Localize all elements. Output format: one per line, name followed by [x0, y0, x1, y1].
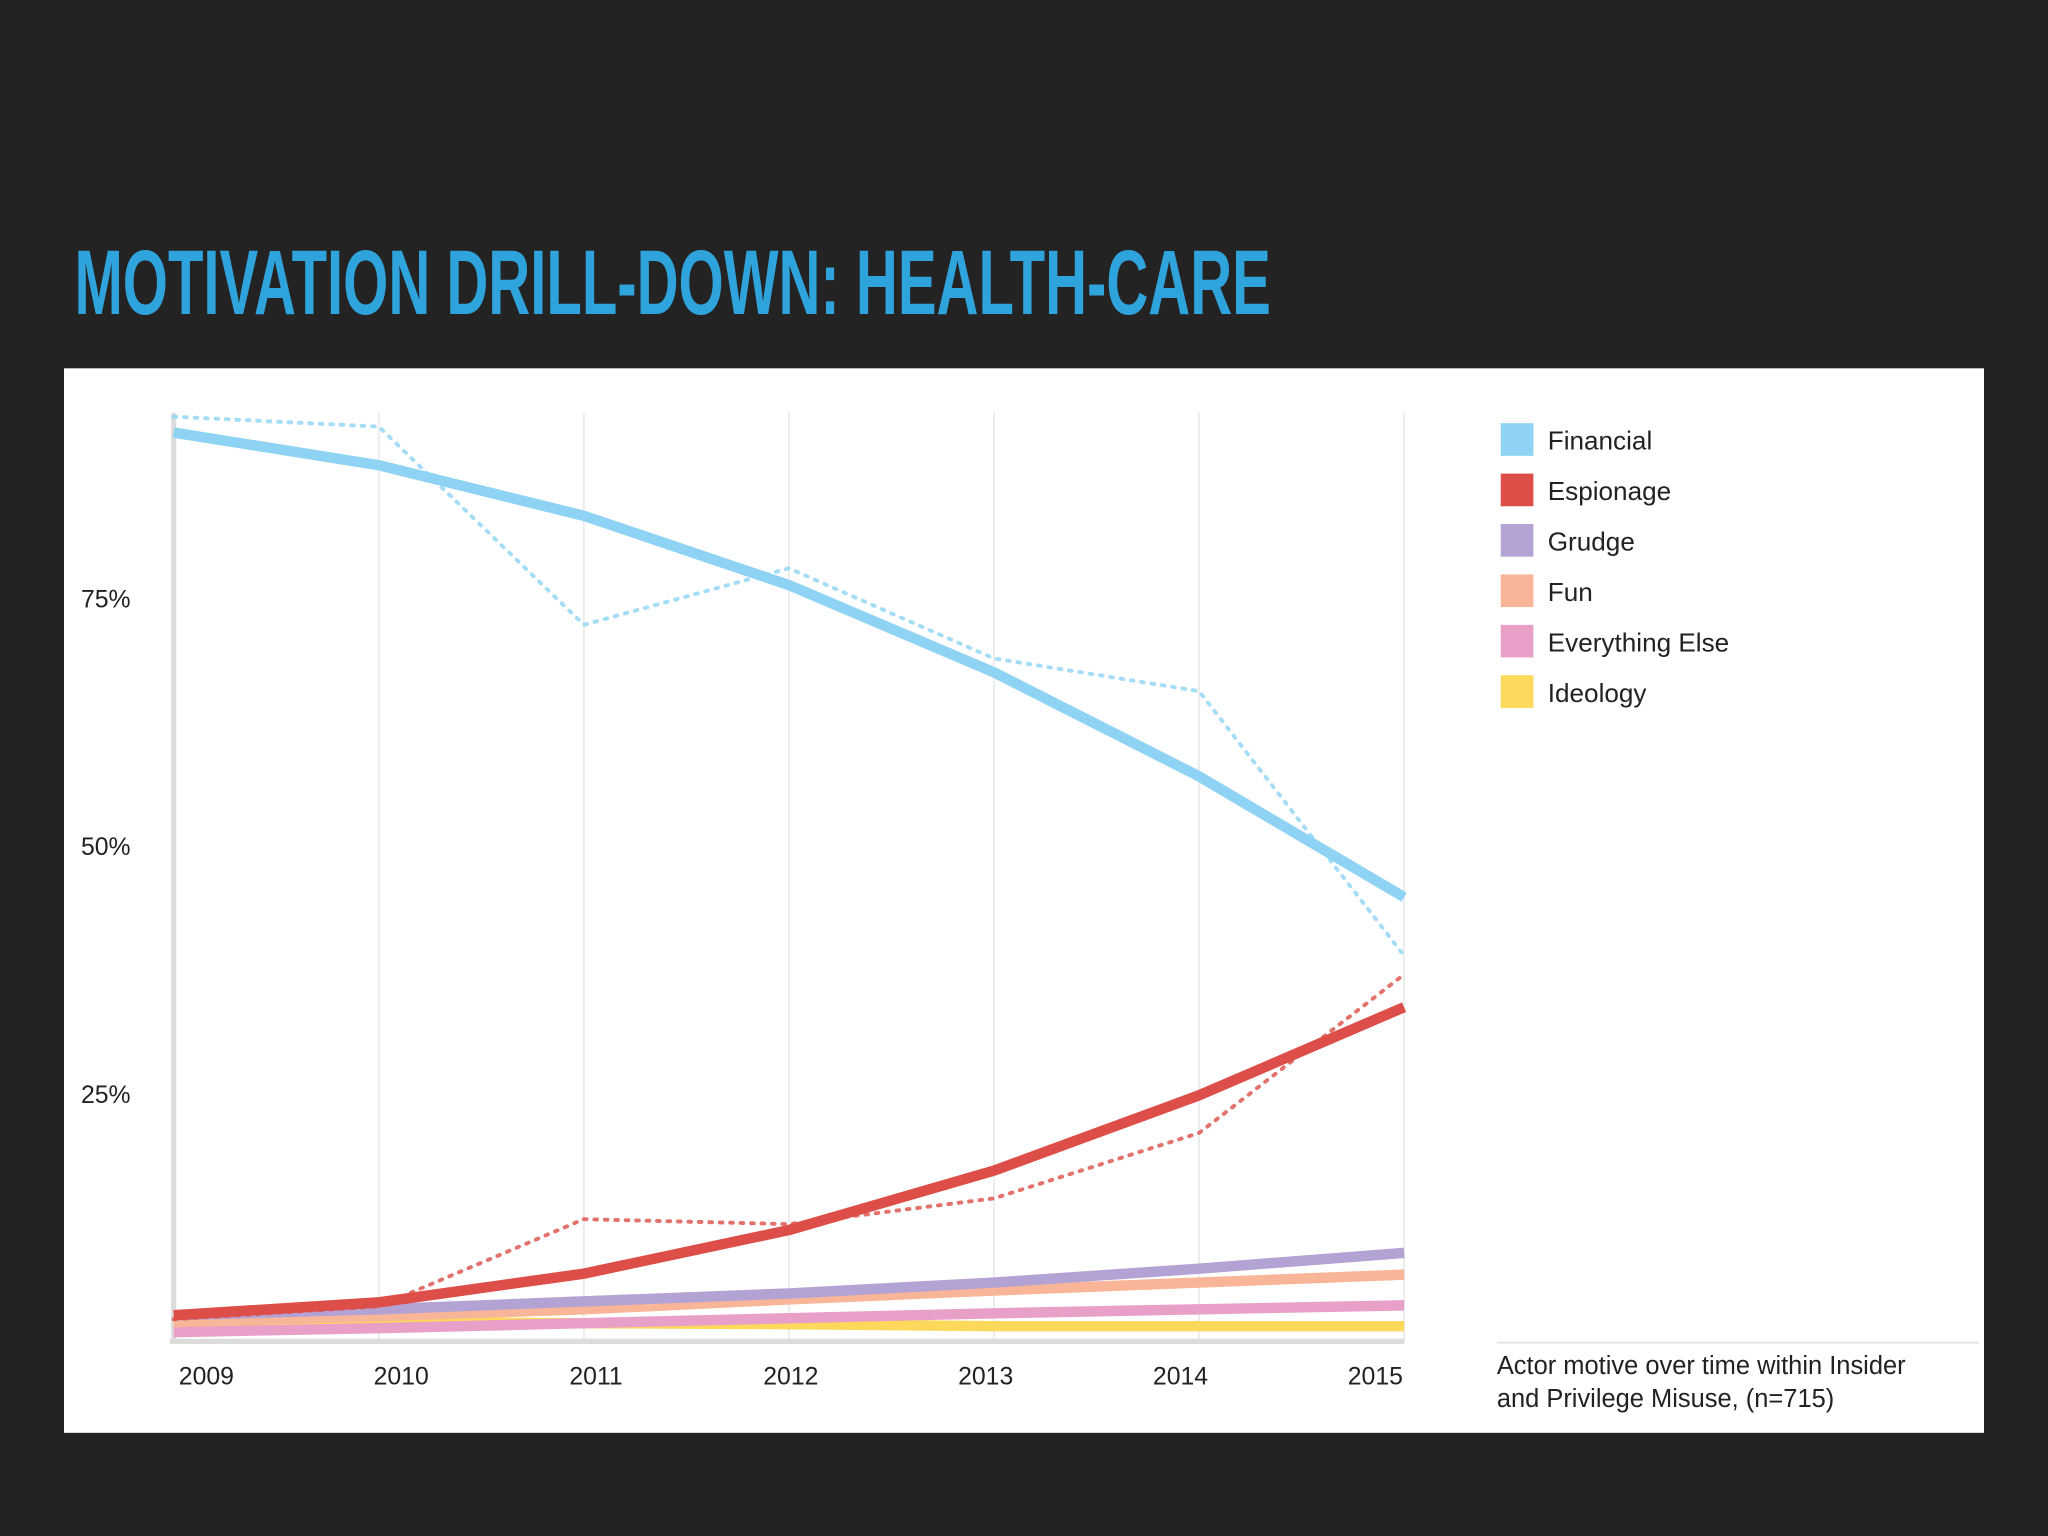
- legend-label: Everything Else: [1548, 627, 1729, 657]
- trend-line: [173, 1247, 1405, 1321]
- trend-line: [173, 1269, 1405, 1328]
- x-tick-label: 2010: [374, 1364, 429, 1391]
- legend-swatch: [1500, 675, 1534, 708]
- chart-panel: [64, 368, 1984, 1433]
- caption: and Privilege Misuse, (n=715): [1497, 1385, 1834, 1413]
- legend-label: Financial: [1548, 426, 1653, 456]
- legend-swatch: [1500, 624, 1534, 658]
- x-tick-label: 2011: [569, 1364, 622, 1391]
- legend-swatch: [1500, 423, 1534, 456]
- slide-title: MOTIVATION DRILL-DOWN: HEALTH-CARE: [74, 232, 1270, 334]
- x-tick-label: 2013: [958, 1364, 1013, 1391]
- y-tick-label: 50%: [81, 834, 131, 861]
- x-tick-label: 2009: [179, 1364, 234, 1391]
- trend-line: [172, 427, 1407, 902]
- legend-swatch: [1500, 574, 1534, 608]
- legend-label: Grudge: [1548, 527, 1635, 557]
- legend-label: Fun: [1548, 577, 1593, 607]
- trend-line: [173, 1300, 1405, 1338]
- legend-label: Ideology: [1548, 678, 1647, 708]
- y-tick-label: 75%: [81, 587, 131, 614]
- caption: Actor motive over time within Insider: [1497, 1352, 1906, 1380]
- trend-line: [173, 1316, 1405, 1332]
- x-tick-label: 2014: [1153, 1364, 1208, 1391]
- x-tick-label: 2012: [763, 1364, 818, 1391]
- legend-label: Espionage: [1548, 476, 1671, 506]
- legend-swatch: [1500, 473, 1534, 507]
- y-tick-label: 25%: [81, 1082, 131, 1109]
- chart: 2009 2010 2011 2012 2013 2014 2015 25% 50% 75% Fin…: [81, 412, 1979, 1413]
- raw-line: [171, 414, 1407, 958]
- x-tick-label: 2015: [1348, 1364, 1403, 1391]
- trend-line: [173, 1002, 1407, 1321]
- raw-line: [171, 972, 1407, 1322]
- legend-swatch: [1500, 524, 1534, 557]
